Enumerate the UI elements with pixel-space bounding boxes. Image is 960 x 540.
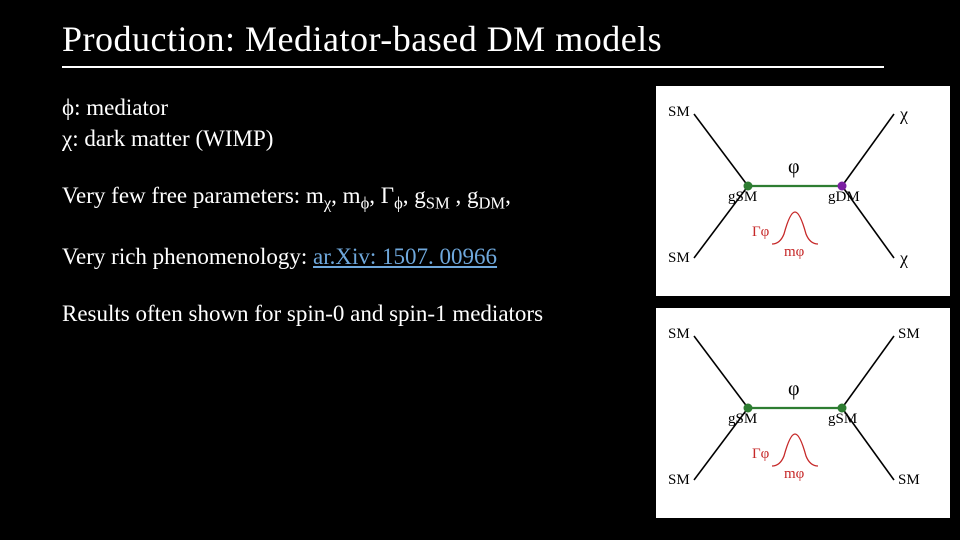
feynman-diagram-resonance: SM SM SM SM φ gSM gSM Γφ mφ Resonance bbox=[656, 308, 950, 518]
label-sm: SM bbox=[668, 104, 690, 121]
results-line: Results often shown for spin-0 and spin-… bbox=[62, 298, 622, 329]
mediator-line: ϕ: mediator bbox=[62, 92, 622, 123]
label-gsm: gSM bbox=[728, 411, 757, 428]
label-mphi: mφ bbox=[784, 244, 804, 261]
page-title: Production: Mediator-based DM models bbox=[62, 18, 884, 60]
label-phi: φ bbox=[788, 156, 800, 179]
label-sm: SM bbox=[668, 250, 690, 267]
label-sm: SM bbox=[668, 326, 690, 343]
label-gamma: Γφ bbox=[752, 446, 769, 463]
label-sm: SM bbox=[668, 472, 690, 489]
label-chi: χ bbox=[900, 104, 908, 125]
label-chi: χ bbox=[900, 248, 908, 269]
feynman-diagram-etmiss: SM SM χ χ φ gSM gDM Γφ mφ ETmiss + X bbox=[656, 86, 950, 296]
label-gsm: gSM bbox=[828, 411, 857, 428]
body-text: ϕ: mediator χ: dark matter (WIMP) Very f… bbox=[62, 92, 622, 355]
label-sm: SM bbox=[898, 326, 920, 343]
label-mphi: mφ bbox=[784, 466, 804, 483]
dm-line: χ: dark matter (WIMP) bbox=[62, 123, 622, 154]
pheno-line: Very rich phenomenology: ar.Xiv: 1507. 0… bbox=[62, 241, 622, 272]
label-phi: φ bbox=[788, 378, 800, 401]
label-sm: SM bbox=[898, 472, 920, 489]
params-line: Very few free parameters: mχ, mϕ, Γϕ, gS… bbox=[62, 180, 622, 215]
label-gamma: Γφ bbox=[752, 224, 769, 241]
arxiv-link[interactable]: ar.Xiv: 1507. 00966 bbox=[313, 244, 497, 269]
label-gdm: gDM bbox=[828, 189, 860, 206]
label-gsm: gSM bbox=[728, 189, 757, 206]
